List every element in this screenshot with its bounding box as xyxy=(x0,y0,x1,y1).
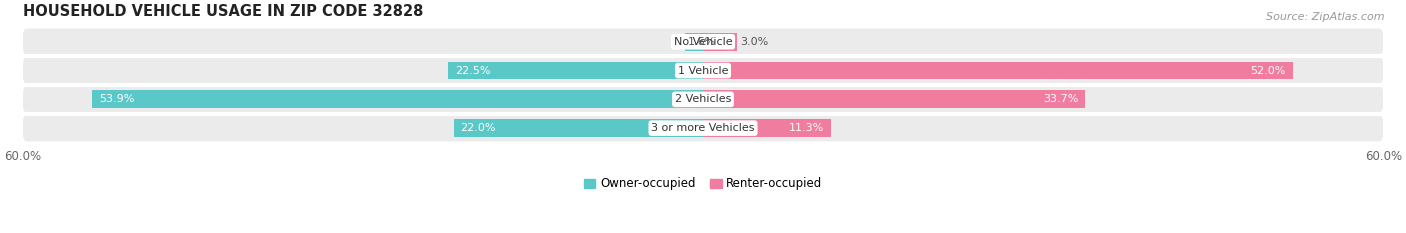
Text: 3.0%: 3.0% xyxy=(741,37,769,47)
Text: 22.0%: 22.0% xyxy=(460,123,496,133)
Bar xyxy=(703,33,737,51)
Text: 52.0%: 52.0% xyxy=(1250,65,1285,75)
Text: HOUSEHOLD VEHICLE USAGE IN ZIP CODE 32828: HOUSEHOLD VEHICLE USAGE IN ZIP CODE 3282… xyxy=(22,4,423,19)
Text: 2 Vehicles: 2 Vehicles xyxy=(675,94,731,104)
Bar xyxy=(703,90,1085,108)
Text: No Vehicle: No Vehicle xyxy=(673,37,733,47)
FancyBboxPatch shape xyxy=(22,57,1384,84)
Text: 53.9%: 53.9% xyxy=(98,94,134,104)
Bar xyxy=(449,62,703,79)
Bar xyxy=(685,33,703,51)
FancyBboxPatch shape xyxy=(22,28,1384,55)
Legend: Owner-occupied, Renter-occupied: Owner-occupied, Renter-occupied xyxy=(583,177,823,190)
Text: Source: ZipAtlas.com: Source: ZipAtlas.com xyxy=(1267,12,1385,22)
Bar xyxy=(703,62,1292,79)
FancyBboxPatch shape xyxy=(22,115,1384,141)
Text: 1.6%: 1.6% xyxy=(689,37,717,47)
Text: 3 or more Vehicles: 3 or more Vehicles xyxy=(651,123,755,133)
Bar xyxy=(91,90,703,108)
Bar xyxy=(454,119,703,137)
Text: 22.5%: 22.5% xyxy=(454,65,491,75)
Text: 11.3%: 11.3% xyxy=(789,123,824,133)
FancyBboxPatch shape xyxy=(22,86,1384,113)
Text: 33.7%: 33.7% xyxy=(1043,94,1078,104)
Bar xyxy=(703,119,831,137)
Text: 1 Vehicle: 1 Vehicle xyxy=(678,65,728,75)
